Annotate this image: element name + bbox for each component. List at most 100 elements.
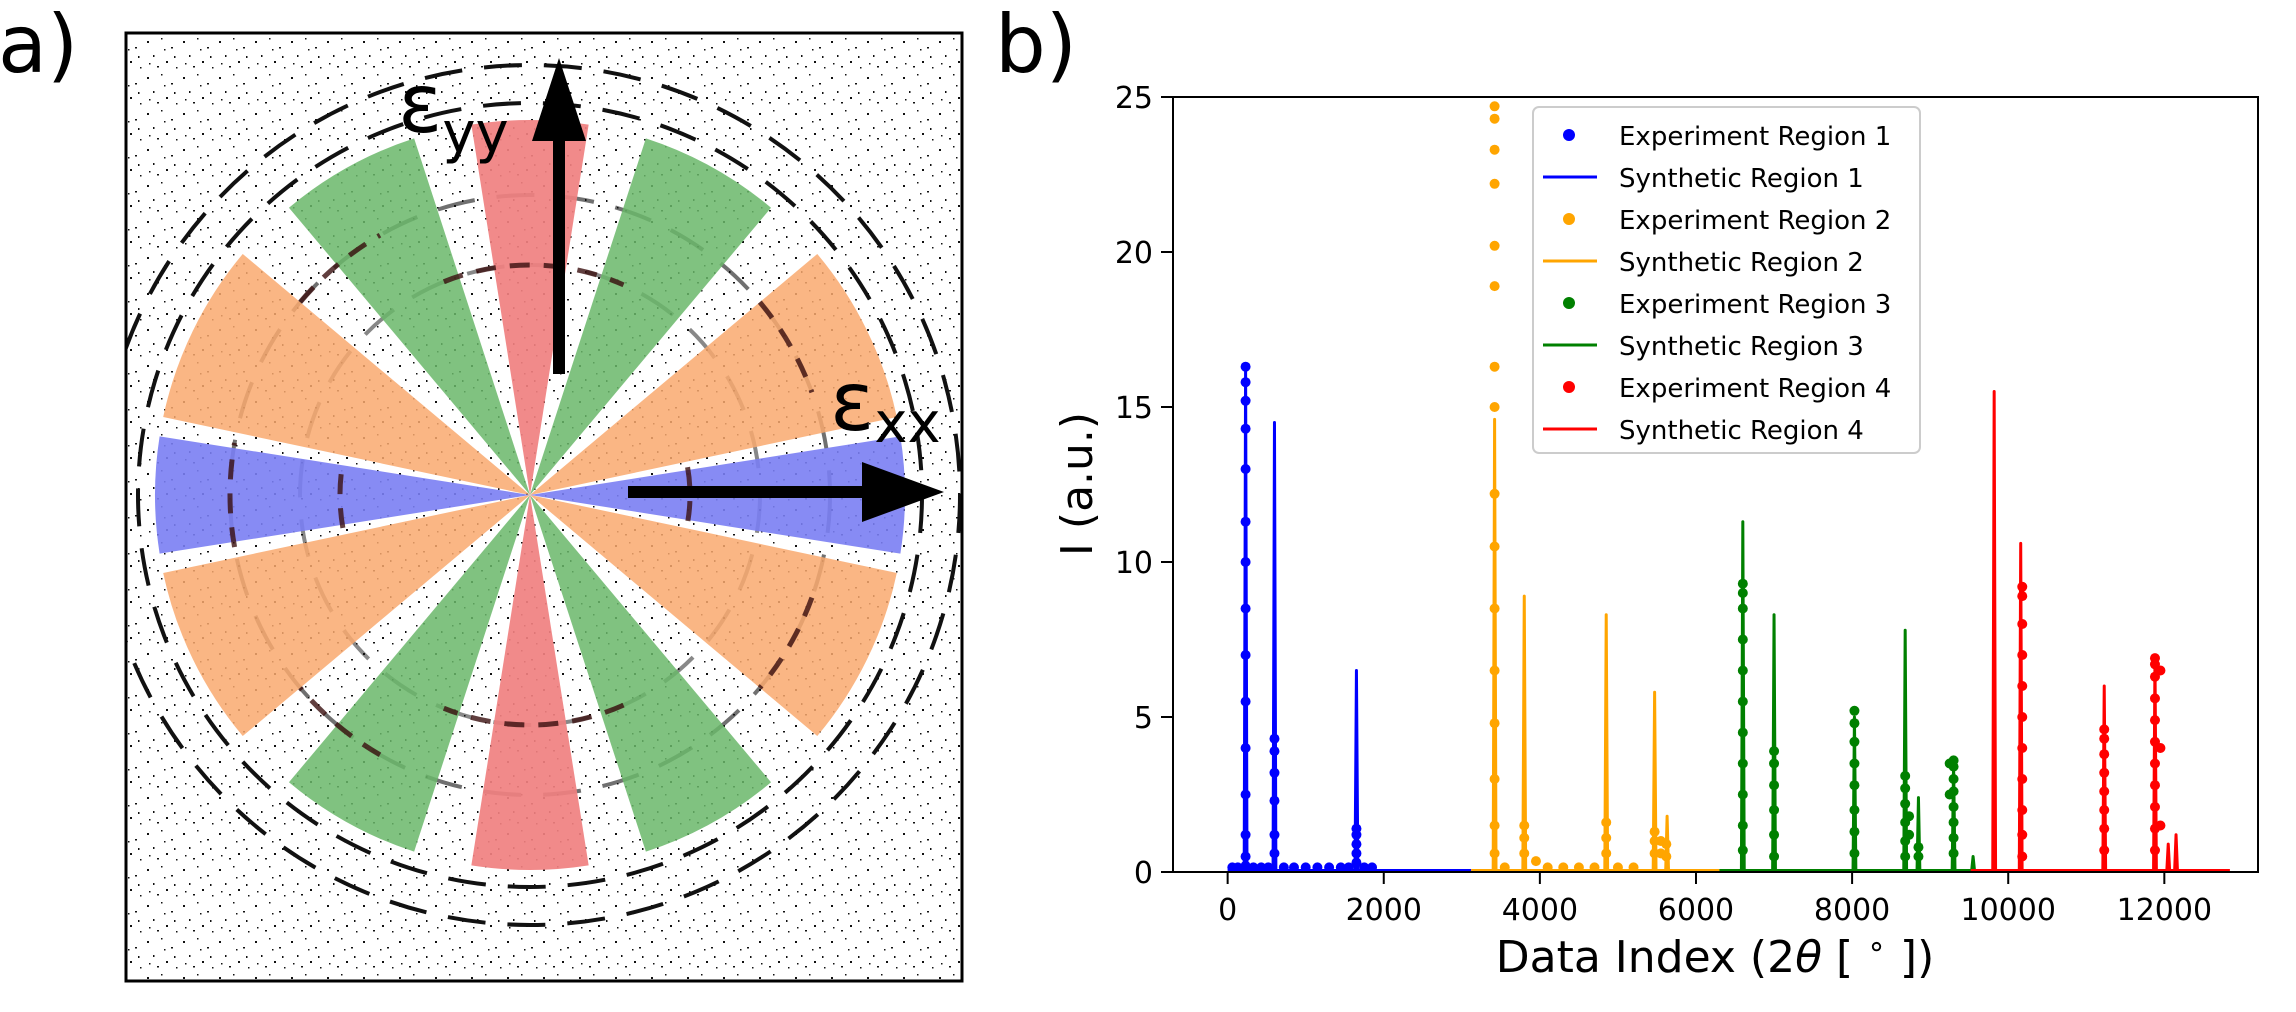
series-0-point-37 bbox=[1343, 862, 1354, 873]
series-4-point-7 bbox=[1737, 758, 1748, 769]
diffraction-arc-4 bbox=[757, 300, 815, 394]
series-0-point-20 bbox=[1269, 848, 1280, 859]
series-2-point-1 bbox=[1489, 113, 1500, 124]
diffraction-arc-6 bbox=[227, 442, 238, 548]
y-tick-label-2: 10 bbox=[1115, 546, 1153, 581]
series-0-point-27 bbox=[1232, 862, 1243, 873]
series-2-point-20 bbox=[1601, 832, 1612, 843]
series-2-point-6 bbox=[1489, 361, 1500, 372]
series-0-point-9 bbox=[1240, 696, 1251, 707]
legend-marker-4 bbox=[1563, 297, 1575, 309]
series-4-point-42 bbox=[1948, 848, 1959, 859]
series-6-point-3 bbox=[2017, 650, 2028, 660]
series-2-point-2 bbox=[1489, 144, 1500, 155]
series-4-point-4 bbox=[1737, 665, 1748, 676]
diffraction-arc-7 bbox=[685, 466, 693, 524]
diffraction-arcs bbox=[227, 233, 815, 757]
panel-b: b) 0 2000 4000 6000 8000 10000 12000 0 5 10 15 20 2… bbox=[995, 0, 2259, 983]
epsilon-yy-subscript: yy bbox=[442, 101, 508, 166]
series-0-point-19 bbox=[1269, 829, 1280, 840]
series-4-point-27 bbox=[1900, 798, 1911, 809]
diffraction-arc-3 bbox=[298, 686, 382, 757]
series-0-point-14 bbox=[1240, 860, 1251, 871]
series-2-point-3 bbox=[1489, 178, 1500, 189]
series-6-point-16 bbox=[2099, 805, 2110, 815]
series-0-point-39 bbox=[1367, 862, 1378, 873]
x-label-part-5: ]) bbox=[1886, 932, 1934, 983]
series-6-point-17 bbox=[2099, 823, 2110, 834]
legend-label-2: Experiment Region 2 bbox=[1619, 206, 1891, 236]
series-4-point-32 bbox=[1904, 829, 1915, 840]
series-4-point-26 bbox=[1900, 783, 1911, 794]
wedge-green-3 bbox=[288, 138, 530, 495]
series-2-point-8 bbox=[1489, 488, 1500, 499]
epsilon-xx-subscript: xx bbox=[874, 391, 940, 456]
series-0-point-38 bbox=[1359, 862, 1370, 873]
x-tick-label-4: 8000 bbox=[1814, 893, 1890, 928]
series-6-point-2 bbox=[2017, 619, 2028, 629]
series-line-1 bbox=[1227, 365, 1472, 872]
series-2-point-33 bbox=[1573, 862, 1584, 873]
series-4-point-41 bbox=[1948, 832, 1959, 843]
series-line-3 bbox=[1471, 417, 1720, 872]
series-0-point-28 bbox=[1248, 862, 1259, 873]
x-tick-label-0: 0 bbox=[1218, 893, 1237, 928]
y-tick-label-0: 0 bbox=[1134, 856, 1153, 891]
arrow-xx-shaft bbox=[628, 486, 878, 498]
panel-b-label: b) bbox=[995, 0, 1077, 91]
series-0-point-36 bbox=[1335, 862, 1346, 873]
series-2-point-13 bbox=[1489, 774, 1500, 784]
y-tick-label-4: 20 bbox=[1115, 236, 1153, 271]
legend-items: Experiment Region 1 Synthetic Region 1 Exp… bbox=[1543, 122, 1891, 446]
series-0-point-12 bbox=[1240, 829, 1251, 840]
series-0-point-34 bbox=[1312, 862, 1323, 873]
sector-wedges bbox=[155, 120, 905, 870]
series-4-point-18 bbox=[1849, 718, 1860, 729]
series-0-point-16 bbox=[1269, 746, 1280, 757]
series-2-point-16 bbox=[1519, 820, 1530, 831]
series-4-point-3 bbox=[1737, 634, 1748, 645]
series-4-point-15 bbox=[1769, 829, 1780, 840]
series-0-point-6 bbox=[1240, 557, 1251, 567]
x-label-part-3: [ bbox=[1822, 932, 1867, 983]
arrow-xx-label: εxx bbox=[830, 355, 941, 456]
series-4-point-8 bbox=[1737, 789, 1748, 800]
series-4-point-40 bbox=[1948, 817, 1959, 828]
wedge-orange-9 bbox=[163, 495, 531, 737]
series-6-point-10 bbox=[2017, 851, 2028, 862]
series-2-point-12 bbox=[1489, 718, 1500, 729]
series-2-point-7 bbox=[1489, 402, 1500, 412]
series-4-point-9 bbox=[1737, 820, 1748, 831]
legend-label-3: Synthetic Region 2 bbox=[1619, 248, 1864, 278]
series-4-point-14 bbox=[1769, 805, 1780, 815]
series-6-point-13 bbox=[2099, 749, 2110, 760]
series-4-point-17 bbox=[1849, 705, 1860, 716]
strain-arrow-xx: εxx bbox=[628, 355, 944, 522]
series-line-5 bbox=[1719, 520, 1976, 872]
series-2-point-5 bbox=[1489, 281, 1500, 292]
series-2-point-30 bbox=[1499, 862, 1510, 873]
series-0-point-3 bbox=[1240, 423, 1251, 434]
legend-label-5: Synthetic Region 3 bbox=[1619, 332, 1864, 362]
x-axis-ticks: 0 2000 4000 6000 8000 10000 12000 bbox=[1218, 872, 2212, 928]
series-0-point-31 bbox=[1278, 862, 1289, 873]
arrow-yy-shaft bbox=[553, 128, 565, 374]
series-6-point-18 bbox=[2099, 845, 2110, 856]
series-6-point-29 bbox=[2149, 845, 2160, 856]
series-0-point-35 bbox=[1324, 862, 1335, 873]
series-4-point-39 bbox=[1948, 801, 1959, 812]
series-6-point-9 bbox=[2017, 829, 2028, 840]
series-6-point-7 bbox=[2017, 774, 2028, 784]
series-6-point-30 bbox=[2155, 665, 2166, 676]
x-label-theta: θ bbox=[1795, 932, 1822, 983]
series-6-point-1 bbox=[2017, 591, 2028, 602]
series-0-point-7 bbox=[1240, 603, 1251, 614]
series-0-point-25 bbox=[1351, 857, 1362, 868]
series-0-point-33 bbox=[1300, 862, 1311, 873]
legend-label-7: Synthetic Region 4 bbox=[1619, 416, 1864, 446]
series-6-point-4 bbox=[2017, 681, 2028, 691]
legend-marker-0 bbox=[1563, 129, 1575, 141]
series-0-point-1 bbox=[1240, 377, 1251, 388]
series-2-point-36 bbox=[1628, 862, 1639, 873]
x-tick-label-1: 2000 bbox=[1346, 893, 1422, 928]
